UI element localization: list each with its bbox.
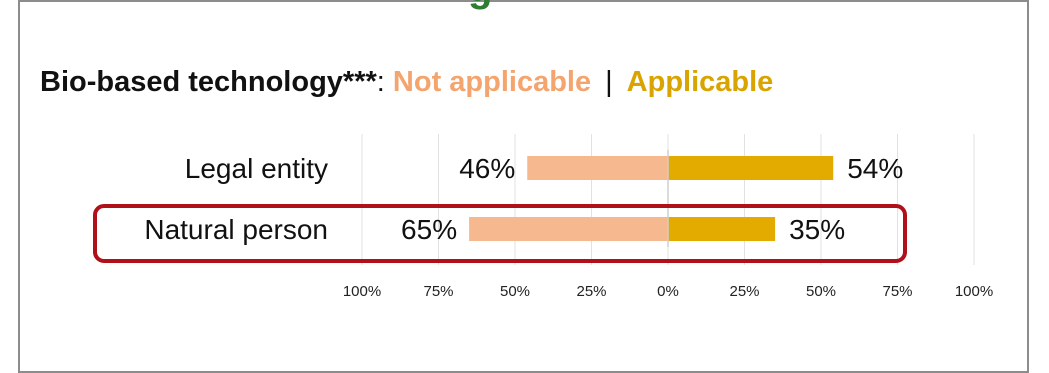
- x-tick-label: 100%: [955, 283, 993, 300]
- legend-applicable: Applicable: [626, 66, 774, 98]
- highlight-box: [93, 204, 907, 263]
- data-label-applicable: 54%: [847, 153, 903, 184]
- x-tick-label: 50%: [806, 283, 836, 300]
- x-tick-label: 75%: [423, 283, 453, 300]
- data-label-applicable: 35%: [789, 214, 845, 245]
- bar-not-applicable: [469, 217, 668, 241]
- x-tick-label: 50%: [500, 283, 530, 300]
- chart-frame: [18, 0, 1029, 373]
- bar-applicable: [668, 217, 776, 241]
- data-label-not-applicable: 46%: [459, 153, 515, 184]
- x-tick-label: 25%: [576, 283, 606, 300]
- category-label: Legal entity: [185, 153, 328, 184]
- legend-separator: |: [605, 66, 613, 98]
- category-label: Natural person: [144, 214, 328, 245]
- bar-not-applicable: [527, 156, 668, 180]
- chart-title-legend: Bio-based technology***: Not applicable |…: [40, 64, 773, 100]
- x-tick-label: 75%: [882, 283, 912, 300]
- x-tick-label: 25%: [729, 283, 759, 300]
- data-label-not-applicable: 65%: [401, 214, 457, 245]
- legend-not-applicable: Not applicable: [392, 66, 592, 98]
- bar-applicable: [668, 156, 834, 180]
- title-colon: :: [376, 66, 385, 98]
- x-tick-label: 0%: [657, 283, 679, 300]
- chart-title: Bio-based technology***: [40, 66, 377, 98]
- x-tick-label: 100%: [343, 283, 381, 300]
